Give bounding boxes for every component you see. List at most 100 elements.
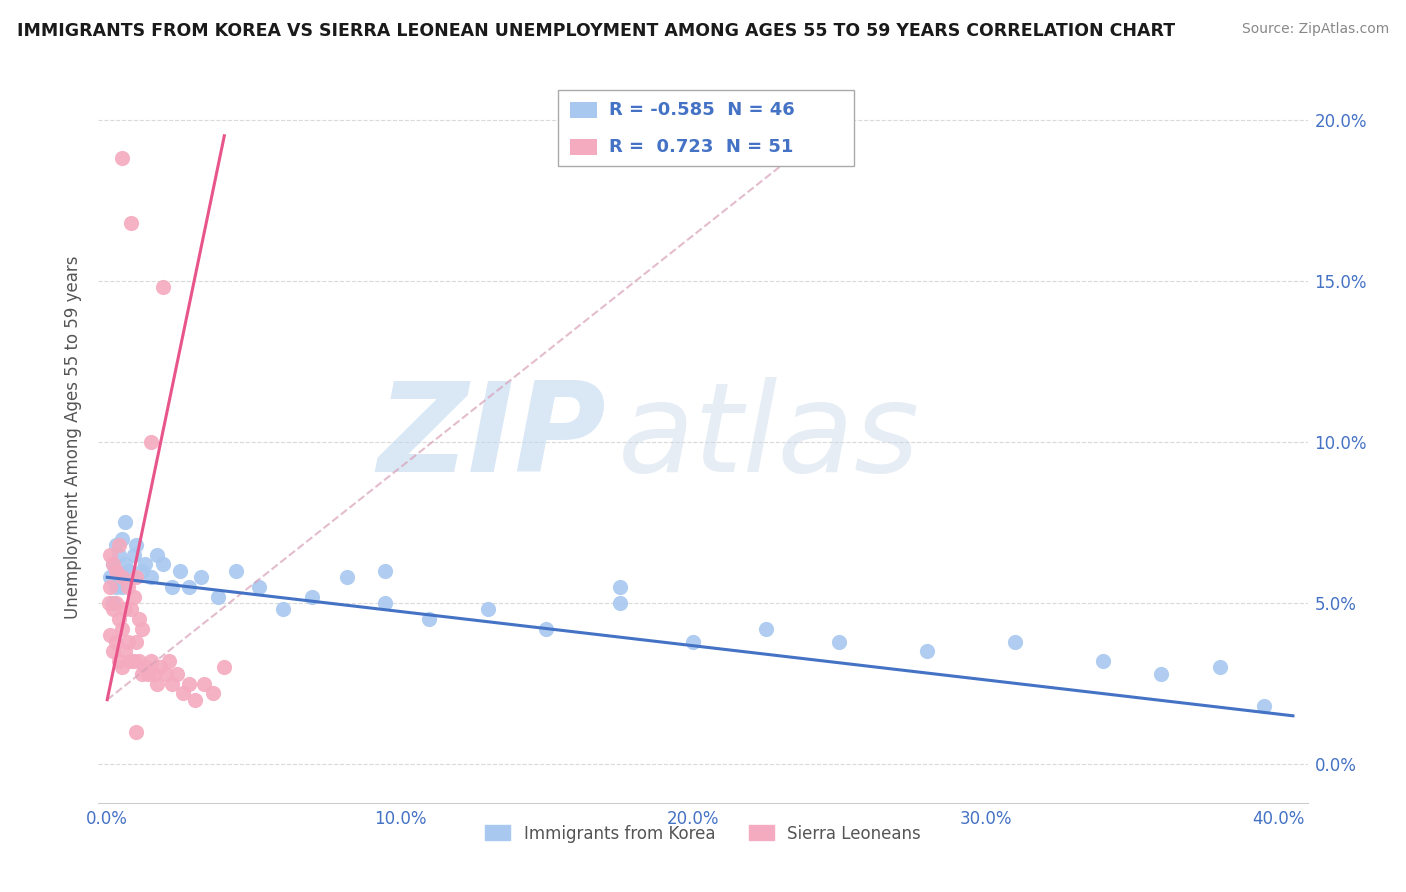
Point <box>108 570 131 584</box>
Point <box>418 612 440 626</box>
Point <box>101 558 124 572</box>
Point <box>374 596 396 610</box>
Point <box>160 676 183 690</box>
Point <box>104 580 127 594</box>
Point <box>160 580 183 594</box>
Text: ZIP: ZIP <box>378 376 606 498</box>
Point <box>536 622 558 636</box>
Text: R =  0.723  N = 51: R = 0.723 N = 51 <box>609 137 793 156</box>
Point <box>122 654 145 668</box>
Point <box>609 596 631 610</box>
FancyBboxPatch shape <box>558 90 855 167</box>
Point <box>682 634 704 648</box>
Point <box>755 622 778 636</box>
Point <box>120 570 142 584</box>
Point <box>207 590 229 604</box>
Point <box>111 532 134 546</box>
Point <box>225 564 247 578</box>
Point <box>131 622 153 636</box>
Point <box>152 558 174 572</box>
Point <box>201 686 224 700</box>
Point <box>114 644 136 658</box>
Point <box>214 660 236 674</box>
Point <box>117 634 139 648</box>
Point <box>336 570 359 584</box>
Point <box>139 654 162 668</box>
Point <box>125 634 148 648</box>
Point <box>271 602 294 616</box>
Point <box>101 602 124 616</box>
Point <box>125 725 148 739</box>
Point <box>128 612 150 626</box>
Text: atlas: atlas <box>619 376 921 498</box>
Point <box>190 570 212 584</box>
Point <box>120 216 142 230</box>
Point <box>149 660 172 674</box>
Point <box>120 654 142 668</box>
Point <box>108 654 131 668</box>
Point <box>139 570 162 584</box>
Point <box>1150 667 1173 681</box>
Point <box>104 634 127 648</box>
Text: IMMIGRANTS FROM KOREA VS SIERRA LEONEAN UNEMPLOYMENT AMONG AGES 55 TO 59 YEARS C: IMMIGRANTS FROM KOREA VS SIERRA LEONEAN … <box>17 22 1175 40</box>
Point <box>108 612 131 626</box>
Point <box>111 622 134 636</box>
Point <box>157 654 180 668</box>
Point <box>117 580 139 594</box>
Text: Source: ZipAtlas.com: Source: ZipAtlas.com <box>1241 22 1389 37</box>
Point <box>249 580 271 594</box>
Point <box>98 570 121 584</box>
Point <box>301 590 323 604</box>
Point <box>111 570 134 584</box>
Point <box>111 580 134 594</box>
Point <box>166 667 188 681</box>
Point <box>111 660 134 674</box>
Point <box>155 667 177 681</box>
Text: R = -0.585  N = 46: R = -0.585 N = 46 <box>609 101 794 120</box>
Point <box>131 667 153 681</box>
Point <box>101 644 124 658</box>
Point <box>111 152 134 166</box>
Point <box>98 580 121 594</box>
Point <box>122 548 145 562</box>
Point <box>169 564 191 578</box>
FancyBboxPatch shape <box>569 138 596 154</box>
FancyBboxPatch shape <box>569 102 596 118</box>
Point <box>117 564 139 578</box>
Point <box>122 590 145 604</box>
Point <box>146 676 169 690</box>
Point <box>828 634 851 648</box>
Point <box>139 434 162 449</box>
Point <box>146 548 169 562</box>
Point <box>1091 654 1114 668</box>
Point <box>114 558 136 572</box>
Point <box>120 602 142 616</box>
Point <box>125 570 148 584</box>
Point <box>101 596 124 610</box>
Point <box>152 280 174 294</box>
Point <box>143 667 166 681</box>
Point <box>101 558 124 572</box>
Point <box>128 654 150 668</box>
Point <box>131 564 153 578</box>
Point <box>136 667 159 681</box>
Point <box>134 558 156 572</box>
Point <box>609 580 631 594</box>
Point <box>1209 660 1232 674</box>
Point <box>1004 634 1026 648</box>
Point <box>108 538 131 552</box>
Point <box>374 564 396 578</box>
Point <box>179 580 201 594</box>
Legend: Immigrants from Korea, Sierra Leoneans: Immigrants from Korea, Sierra Leoneans <box>478 818 928 849</box>
Point <box>104 538 127 552</box>
Point <box>172 686 194 700</box>
Point <box>1253 699 1275 714</box>
Y-axis label: Unemployment Among Ages 55 to 59 years: Unemployment Among Ages 55 to 59 years <box>65 255 83 619</box>
Point <box>98 548 121 562</box>
Point <box>125 538 148 552</box>
Point <box>179 676 201 690</box>
Point <box>104 596 127 610</box>
Point <box>193 676 215 690</box>
Point <box>477 602 499 616</box>
Point <box>97 596 120 610</box>
